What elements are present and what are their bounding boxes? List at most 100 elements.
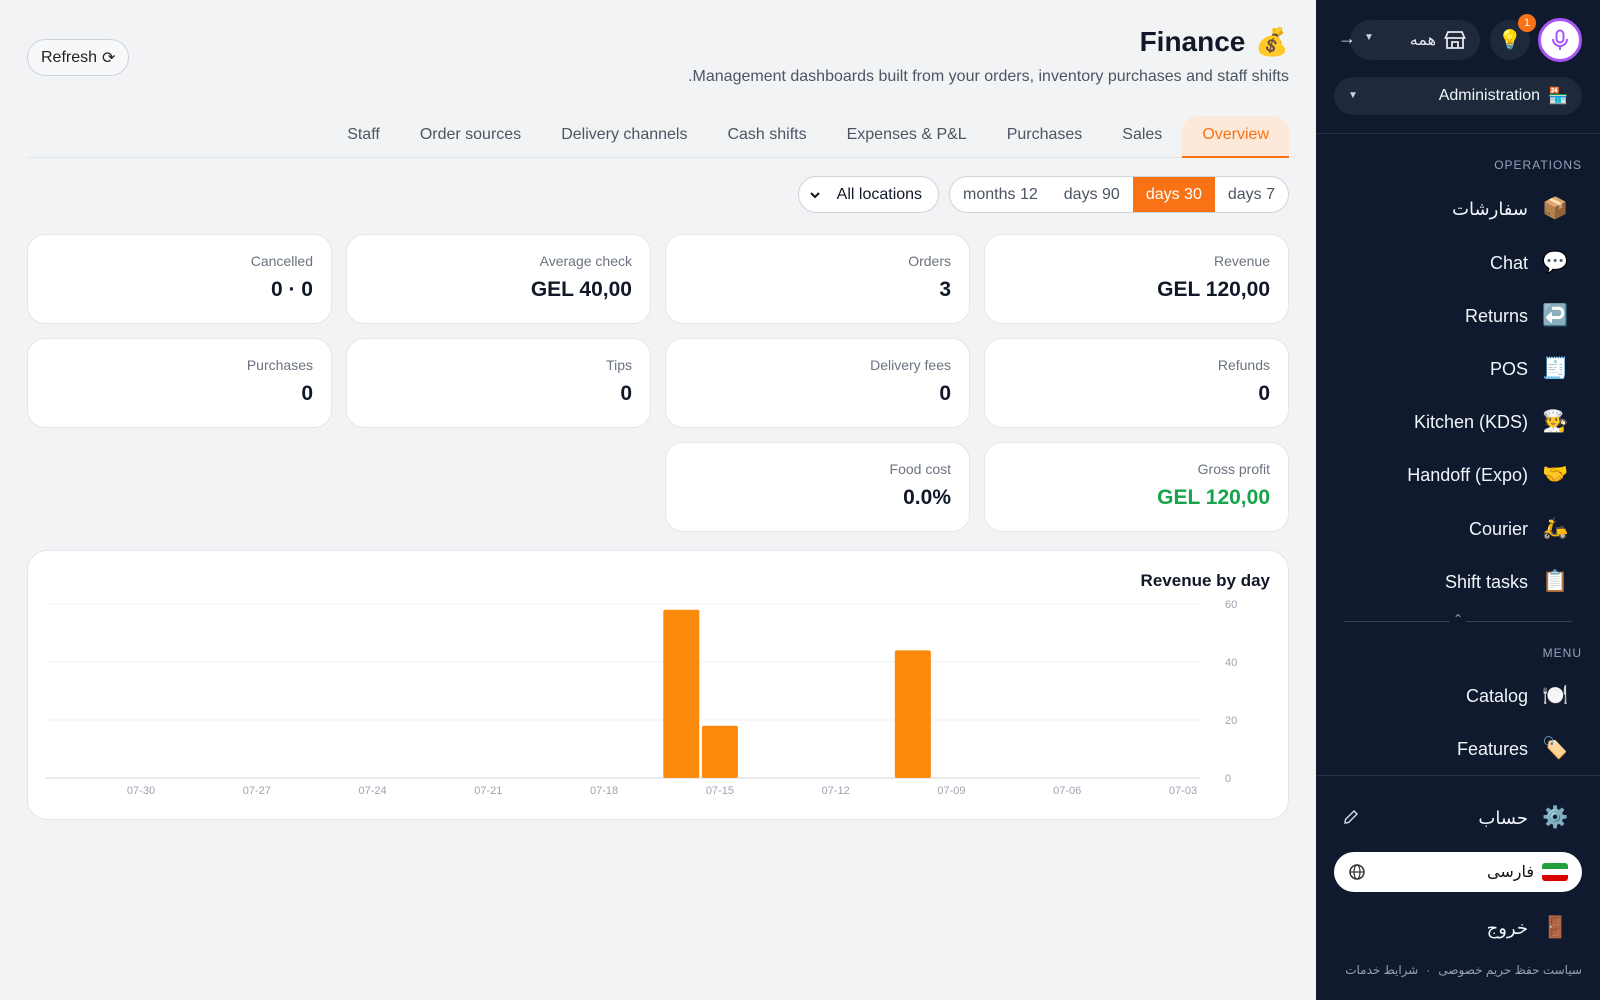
tab-delivery-channels[interactable]: Delivery channels (561, 126, 688, 143)
refresh-label: Refresh (41, 48, 98, 66)
y-tick-label: 60 (1225, 599, 1237, 611)
location-select[interactable]: All locations (797, 176, 940, 213)
tab-staff[interactable]: Staff (347, 126, 380, 143)
handshake-icon: 🤝 (1542, 463, 1569, 486)
period-30-days[interactable]: days 30 (1132, 177, 1215, 212)
x-tick-label: 07-06 (1053, 785, 1081, 797)
filters-bar: All locations months 12 days 90 days 30 … (797, 176, 1289, 213)
sidebar-item-label: خروج (1486, 917, 1528, 938)
kpi-value: GEL 120,00 (1157, 278, 1270, 301)
sidebar-item-shift-tasks[interactable]: Shift tasks 📋 (1445, 567, 1568, 597)
sidebar-item-catalog[interactable]: Catalog 🍽️ (1466, 681, 1568, 711)
lightbulb-icon: 💡 (1498, 30, 1522, 51)
sidebar-item-returns[interactable]: Returns ↩️ (1465, 301, 1568, 331)
refresh-button[interactable]: Refresh ⟳ (27, 39, 130, 76)
footer-links: شرایط خدمات · سیاست حفظ حریم خصوصی (1345, 963, 1582, 977)
footer-separator: · (1426, 963, 1431, 977)
sidebar-item-account[interactable]: حساب ⚙️ (1478, 803, 1568, 833)
chart-title: Revenue by day (1140, 571, 1270, 590)
y-tick-label: 40 (1225, 657, 1237, 669)
x-tick-label: 07-27 (243, 785, 271, 797)
tab-cash-shifts[interactable]: Cash shifts (727, 126, 807, 143)
kpi-value: 0 (939, 382, 951, 405)
x-tick-label: 07-18 (590, 785, 618, 797)
revenue-by-day-chart: 0 20 40 60 07-30 07-27 07-24 07-21 07-18 07-15 07-… (46, 599, 1237, 797)
divider (1316, 133, 1600, 134)
cook-icon: 🧑‍🍳 (1542, 410, 1569, 433)
kpi-label: Delivery fees (870, 357, 951, 373)
x-tick-label: 07-15 (706, 785, 734, 797)
revenue-chart-card: Revenue by day 0 20 40 60 07-30 07-27 07-24 07-… (27, 550, 1289, 820)
shop-icon: 🏪 (1548, 88, 1568, 105)
period-selector: months 12 days 90 days 30 days 7 (949, 176, 1289, 213)
location-select-value: All locations (836, 185, 923, 203)
privacy-link[interactable]: سیاست حفظ حریم خصوصی (1438, 963, 1582, 977)
sidebar-item-label: Catalog (1465, 685, 1528, 706)
kpi-label: Purchases (246, 357, 313, 373)
kpi-label: Cancelled (250, 253, 313, 269)
page-header: Finance 💰 .Management dashboards built f… (688, 26, 1289, 86)
tab-overview[interactable]: Overview (1182, 116, 1289, 158)
kpi-food-cost: Food cost 0.0% (665, 442, 970, 532)
section-label-menu: MENU (1542, 646, 1582, 660)
notification-badge: 1 (1518, 14, 1536, 32)
x-tick-label: 07-03 (1169, 785, 1197, 797)
tips-button[interactable]: 💡 1 (1490, 14, 1536, 60)
scooter-icon: 🛵 (1542, 517, 1569, 540)
sidebar-item-label: Returns (1464, 305, 1528, 326)
sidebar-item-kitchen[interactable]: Kitchen (KDS) 🧑‍🍳 (1414, 407, 1568, 437)
role-select[interactable]: ▼ Administration 🏪 (1334, 77, 1582, 115)
page-title-text: Finance (1139, 26, 1246, 57)
kpi-value: GEL 120,00 (1157, 486, 1270, 509)
pencil-icon[interactable] (1342, 808, 1360, 826)
sidebar-item-features[interactable]: Features 🏷️ (1457, 734, 1568, 764)
page-subtitle: .Management dashboards built from your o… (688, 68, 1289, 85)
terms-link[interactable]: شرایط خدمات (1345, 963, 1419, 977)
chart-bar (663, 609, 700, 778)
tag-icon: 🏷️ (1542, 737, 1569, 760)
language-switcher[interactable]: فارسی (1334, 852, 1582, 892)
kpi-value: 3 (939, 278, 951, 301)
sidebar-item-handoff[interactable]: Handoff (Expo) 🤝 (1407, 460, 1568, 490)
x-tick-label: 07-21 (474, 785, 502, 797)
finance-tabs: Staff Order sources Delivery channels Ca… (27, 116, 1289, 158)
sidebar-item-label: Features (1456, 738, 1528, 759)
store-switcher-label: همه (1409, 32, 1436, 49)
sidebar-item-chat[interactable]: Chat 💬 (1490, 248, 1568, 278)
iran-flag-icon (1542, 863, 1568, 881)
kpi-revenue: Revenue GEL 120,00 (984, 234, 1289, 324)
kpi-cancelled: Cancelled 0 · 0 (27, 234, 332, 324)
kpi-label: Revenue (1213, 253, 1270, 269)
language-label: فارسی (1487, 864, 1534, 881)
speech-bubble-icon: 💬 (1542, 251, 1569, 274)
sidebar-item-pos[interactable]: POS 🧾 (1490, 354, 1568, 384)
kpi-average-check: Average check GEL 40,00 (346, 234, 651, 324)
period-7-days[interactable]: days 7 (1227, 186, 1275, 203)
sidebar-item-orders[interactable]: سفارشات 📦 (1452, 194, 1568, 224)
kpi-label: Refunds (1217, 357, 1270, 373)
kpi-value: 0 · 0 (270, 278, 313, 301)
sidebar-item-logout[interactable]: خروج 🚪 (1486, 913, 1569, 943)
sidebar-item-courier[interactable]: Courier 🛵 (1469, 514, 1568, 544)
kpi-tips: Tips 0 (346, 338, 651, 428)
kpi-label: Average check (539, 253, 632, 269)
voice-button[interactable] (1538, 18, 1582, 62)
period-12-months[interactable]: months 12 (963, 186, 1038, 203)
refresh-icon: ⟳ (102, 49, 116, 67)
kpi-value: 0.0% (903, 486, 951, 509)
sidebar-item-label: سفارشات (1452, 198, 1528, 219)
chevron-up-icon[interactable]: ⌃ (1450, 612, 1466, 626)
collapse-sidebar-arrow-icon[interactable]: → (1338, 28, 1356, 48)
tab-order-sources[interactable]: Order sources (419, 126, 522, 143)
tab-sales[interactable]: Sales (1122, 126, 1163, 143)
sidebar-item-label: حساب (1478, 807, 1528, 828)
kpi-value: 0 (620, 382, 632, 405)
clipboard-icon: 📋 (1542, 570, 1569, 593)
plate-cutlery-icon: 🍽️ (1542, 684, 1569, 707)
period-90-days[interactable]: days 90 (1063, 186, 1120, 203)
kpi-gross-profit: Gross profit GEL 120,00 (984, 442, 1289, 532)
tab-purchases[interactable]: Purchases (1006, 126, 1083, 143)
store-switcher[interactable]: ▼ همه (1350, 20, 1480, 60)
tab-expenses-pl[interactable]: Expenses & P&L (846, 126, 967, 143)
kpi-label: Food cost (889, 461, 951, 477)
